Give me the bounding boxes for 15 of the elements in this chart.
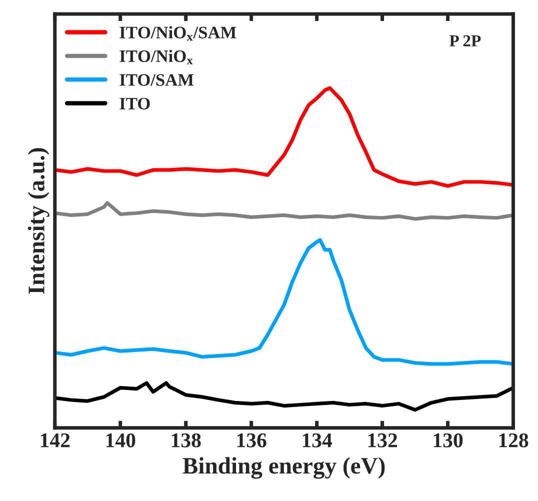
x-axis-title: Binding energy (eV) [182, 457, 385, 479]
x-tick-label: 136 [237, 433, 266, 448]
x-tick-label: 134 [302, 433, 332, 448]
text: P 2P [450, 35, 481, 46]
x-tick-label: 142 [40, 433, 70, 448]
legend-label: ITO/NiO$_{x}$ [120, 50, 193, 64]
x-tick-label: 130 [434, 433, 463, 448]
x-tick-label: 138 [172, 433, 201, 448]
x-tick-label: 140 [106, 433, 136, 448]
legend-label: ITO/NiO$_{x}$/SAM [120, 26, 236, 41]
y-axis-title: Intensity (a.u.) [28, 148, 50, 294]
legend-label: ITO [120, 98, 150, 110]
legend-label: ITO/SAM [120, 74, 194, 86]
x-tick-label: 132 [368, 433, 398, 448]
x-tick-label: 128 [499, 433, 528, 448]
